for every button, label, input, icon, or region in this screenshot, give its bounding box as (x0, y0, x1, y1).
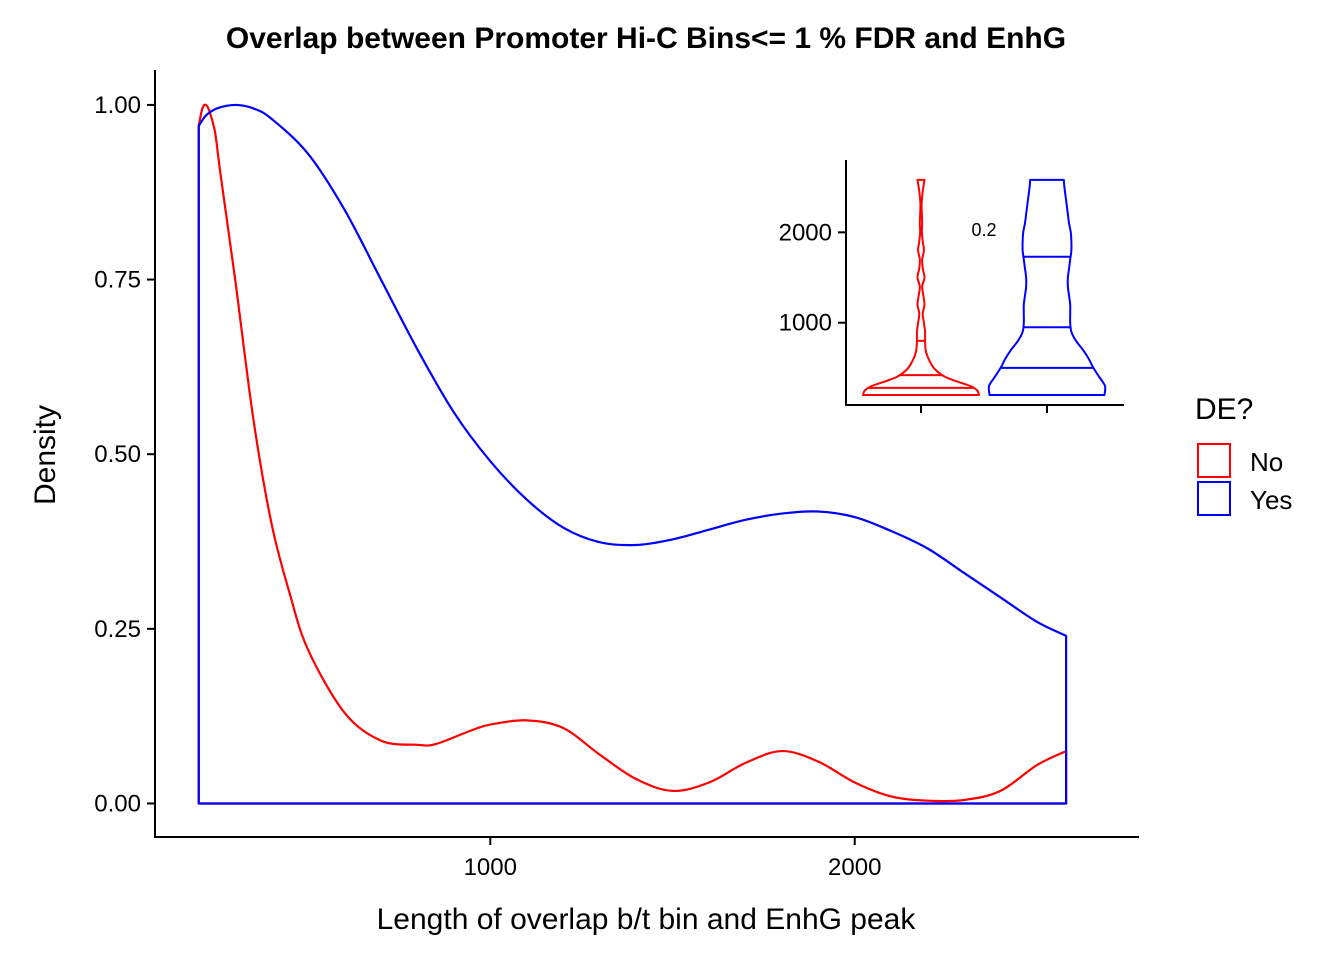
density-series-no (197, 103, 1068, 805)
y-tick-label: 0.25 (94, 616, 141, 643)
y-tick-label: 0.75 (94, 267, 141, 294)
inset-y-tick: 1000 (779, 310, 846, 337)
inset-y-tick-label: 1000 (779, 310, 832, 337)
y-ticks: 0.00 0.25 0.50 0.75 1.00 (94, 92, 155, 817)
violin-layer (862, 178, 1107, 397)
y-tick: 0.75 (94, 267, 155, 294)
x-tick: 2000 (828, 837, 881, 881)
x-tick-label: 1000 (464, 854, 517, 881)
x-tick: 1000 (464, 837, 517, 881)
inset-y-tick-label: 2000 (779, 219, 832, 246)
x-axis-title: Length of overlap b/t bin and EnhG peak (377, 903, 917, 936)
y-tick: 1.00 (94, 92, 155, 119)
legend-label-no: No (1250, 447, 1283, 477)
x-ticks: 1000 2000 (464, 837, 881, 881)
inset-annotation: 0.2 (971, 220, 996, 240)
y-tick-label: 0.50 (94, 441, 141, 468)
violin-yes (987, 178, 1107, 397)
inset-violin-plot: 1000 2000 0.2 (779, 160, 1124, 413)
legend-label-yes: Yes (1250, 485, 1292, 515)
series-layer (197, 103, 1068, 805)
legend-key-yes (1197, 481, 1231, 516)
y-tick-label: 1.00 (94, 92, 141, 119)
y-tick: 0.00 (94, 790, 155, 817)
x-tick-label: 2000 (828, 854, 881, 881)
legend-item-yes: Yes (1197, 481, 1292, 516)
inset-y-ticks: 1000 2000 (779, 219, 846, 337)
main-axes: 1000 2000 0.00 0.25 0.50 0.75 1.00 (94, 70, 1139, 881)
chart-title: Overlap between Promoter Hi-C Bins<= 1 %… (226, 22, 1066, 55)
legend-key-no (1197, 443, 1231, 478)
legend-title: DE? (1195, 393, 1253, 426)
legend-item-no: No (1197, 443, 1283, 478)
y-axis-title: Density (29, 405, 62, 505)
y-tick: 0.25 (94, 616, 155, 643)
inset-y-tick: 2000 (779, 219, 846, 246)
inset-x-ticks (920, 405, 1048, 413)
legend: DE? No Yes (1195, 393, 1292, 516)
y-tick-label: 0.00 (94, 790, 141, 817)
density-series-yes (197, 103, 1068, 805)
violin-no (862, 178, 980, 397)
y-tick: 0.50 (94, 441, 155, 468)
